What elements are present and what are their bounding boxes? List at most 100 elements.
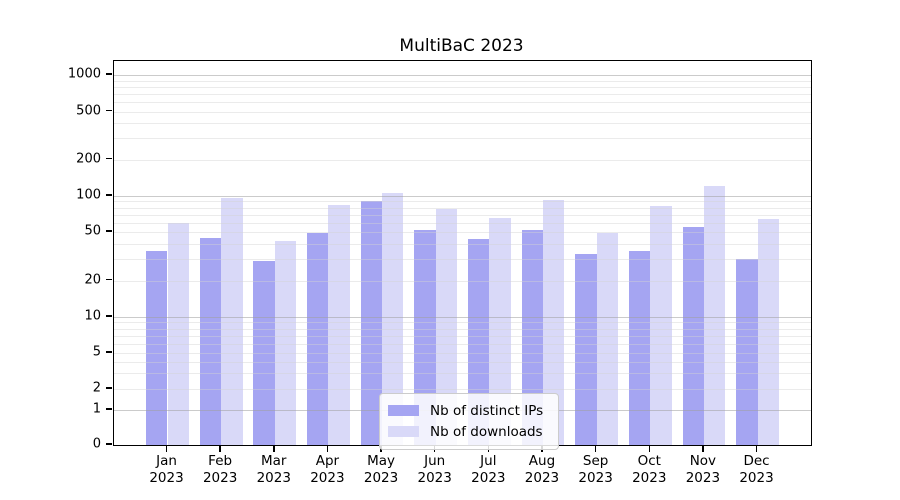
y-tick-label-1: 1 bbox=[92, 401, 101, 417]
bar-downloads-aug bbox=[542, 200, 565, 445]
gridline-70 bbox=[114, 214, 811, 216]
bar-distinct-ips-mar bbox=[253, 260, 275, 445]
gridline-100 bbox=[114, 196, 811, 197]
y-tick-label-2: 2 bbox=[92, 380, 101, 396]
gridline-800 bbox=[114, 86, 811, 88]
y-tick-label-1000: 1000 bbox=[67, 66, 101, 82]
x-tick-sep bbox=[594, 445, 597, 452]
y-tick-0 bbox=[106, 443, 112, 445]
x-tick-feb bbox=[219, 445, 221, 452]
gridline-10 bbox=[114, 317, 811, 318]
y-tick-20 bbox=[106, 278, 112, 281]
bar-distinct-ips-dec bbox=[736, 259, 758, 445]
y-tick-50 bbox=[106, 230, 112, 232]
x-tick-label-dec: Dec 2023 bbox=[739, 453, 774, 486]
bar-downloads-feb bbox=[221, 198, 243, 445]
gridline-6 bbox=[114, 343, 811, 345]
gridline-90 bbox=[114, 201, 811, 203]
x-tick-apr bbox=[326, 445, 329, 452]
gridline-80 bbox=[114, 207, 811, 209]
y-tick-10 bbox=[106, 315, 112, 317]
plot-area: Nb of distinct IPs Nb of downloads bbox=[113, 60, 812, 450]
y-tick-1000 bbox=[106, 73, 112, 75]
bar-distinct-ips-nov bbox=[682, 227, 704, 445]
gridline-600 bbox=[114, 101, 811, 103]
y-tick-label-500: 500 bbox=[76, 103, 101, 118]
gridline-2 bbox=[114, 389, 811, 390]
gridline-900 bbox=[114, 80, 811, 82]
gridline-3 bbox=[114, 373, 811, 375]
y-tick-200 bbox=[106, 157, 112, 160]
bar-downloads-apr bbox=[328, 205, 350, 445]
legend: Nb of distinct IPs Nb of downloads bbox=[379, 393, 559, 450]
bar-downloads-jan bbox=[167, 222, 189, 445]
gridline-8 bbox=[114, 328, 811, 330]
x-tick-jan bbox=[165, 445, 168, 452]
gridline-30 bbox=[114, 259, 811, 261]
x-tick-label-mar: Mar 2023 bbox=[256, 453, 291, 486]
bar-distinct-ips-may bbox=[360, 201, 383, 445]
gridline-7 bbox=[114, 335, 811, 337]
y-tick-label-10: 10 bbox=[84, 308, 101, 324]
legend-row-downloads: Nb of downloads bbox=[388, 421, 548, 442]
y-tick-100 bbox=[106, 194, 112, 196]
bar-downloads-sep bbox=[596, 233, 618, 445]
legend-swatch-downloads bbox=[388, 426, 419, 437]
x-tick-oct bbox=[648, 445, 650, 452]
bar-downloads-oct bbox=[650, 206, 672, 445]
bar-downloads-jul bbox=[489, 218, 511, 445]
bar-downloads-nov bbox=[703, 186, 726, 445]
bar-downloads-jun bbox=[435, 208, 458, 445]
gridline-50 bbox=[114, 232, 811, 233]
legend-label-distinct-ips: Nb of distinct IPs bbox=[430, 402, 544, 419]
gridline-1000 bbox=[114, 75, 811, 76]
x-tick-label-jun: Jun 2023 bbox=[417, 453, 452, 486]
gridline-5 bbox=[114, 353, 811, 354]
gridline-9 bbox=[114, 322, 811, 324]
x-tick-label-jul: Jul 2023 bbox=[471, 453, 506, 486]
x-tick-label-feb: Feb 2023 bbox=[202, 453, 238, 486]
bar-distinct-ips-jun bbox=[414, 229, 436, 445]
bar-distinct-ips-sep bbox=[575, 253, 597, 445]
x-tick-label-aug: Aug 2023 bbox=[524, 453, 560, 486]
gridline-40 bbox=[114, 243, 811, 245]
gridline-400 bbox=[114, 123, 811, 125]
bar-distinct-ips-aug bbox=[521, 229, 543, 445]
gridline-500 bbox=[114, 111, 811, 113]
chart-title: MultiBaC 2023 bbox=[399, 36, 524, 56]
y-tick-label-0: 0 bbox=[92, 436, 101, 452]
y-tick-1 bbox=[106, 408, 112, 410]
x-tick-label-sep: Sep 2023 bbox=[578, 453, 613, 486]
bar-distinct-ips-feb bbox=[199, 237, 222, 445]
y-tick-label-5: 5 bbox=[92, 344, 101, 360]
gridline-20 bbox=[114, 280, 811, 282]
x-tick-dec bbox=[755, 445, 758, 452]
gridline-700 bbox=[114, 93, 811, 95]
y-tick-label-200: 200 bbox=[76, 151, 101, 166]
gridline-300 bbox=[114, 138, 811, 140]
bar-downloads-may bbox=[382, 192, 404, 445]
x-tick-label-oct: Oct 2023 bbox=[632, 453, 667, 486]
x-tick-mar bbox=[273, 445, 275, 452]
y-tick-label-20: 20 bbox=[84, 272, 101, 287]
gridline-200 bbox=[114, 159, 811, 161]
y-tick-500 bbox=[106, 109, 112, 112]
gridline-4 bbox=[114, 361, 811, 363]
y-tick-label-50: 50 bbox=[84, 223, 101, 239]
bar-downloads-mar bbox=[274, 241, 297, 445]
bar-distinct-ips-apr bbox=[307, 233, 329, 445]
bar-distinct-ips-oct bbox=[628, 250, 651, 445]
x-tick-label-may: May 2023 bbox=[363, 453, 399, 486]
x-tick-label-jan: Jan 2023 bbox=[149, 453, 184, 486]
gridline-60 bbox=[114, 222, 811, 224]
y-tick-2 bbox=[106, 387, 112, 389]
y-tick-label-100: 100 bbox=[76, 187, 101, 203]
bar-distinct-ips-jan bbox=[146, 250, 168, 445]
legend-label-downloads: Nb of downloads bbox=[430, 423, 543, 440]
x-tick-nov bbox=[702, 445, 704, 452]
legend-swatch-distinct-ips bbox=[388, 405, 419, 416]
legend-row-distinct-ips: Nb of distinct IPs bbox=[388, 400, 548, 421]
bar-downloads-dec bbox=[757, 219, 779, 445]
y-tick-5 bbox=[106, 351, 112, 353]
